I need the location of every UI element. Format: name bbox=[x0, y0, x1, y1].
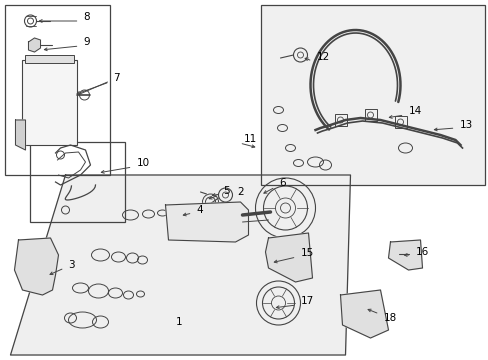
Text: 1: 1 bbox=[175, 317, 182, 327]
Bar bbox=[394, 116, 406, 128]
Text: 3: 3 bbox=[68, 260, 75, 270]
Bar bbox=[5, 5, 110, 175]
Text: 10: 10 bbox=[136, 158, 149, 168]
Text: 7: 7 bbox=[113, 73, 120, 83]
Polygon shape bbox=[10, 175, 350, 355]
Text: 14: 14 bbox=[407, 106, 421, 116]
Text: 18: 18 bbox=[383, 313, 396, 323]
Polygon shape bbox=[387, 240, 422, 270]
Text: 12: 12 bbox=[316, 52, 329, 62]
Polygon shape bbox=[265, 233, 312, 282]
Bar bbox=[364, 109, 376, 121]
Text: 8: 8 bbox=[83, 12, 90, 22]
Bar bbox=[25, 55, 74, 63]
Bar bbox=[260, 5, 484, 185]
Text: 2: 2 bbox=[237, 187, 244, 197]
Text: 15: 15 bbox=[300, 248, 313, 258]
Bar bbox=[334, 114, 346, 126]
Polygon shape bbox=[165, 202, 248, 242]
Bar bbox=[30, 142, 125, 222]
Text: 17: 17 bbox=[300, 296, 313, 306]
Text: 13: 13 bbox=[459, 120, 472, 130]
Text: 5: 5 bbox=[223, 186, 230, 196]
Text: 6: 6 bbox=[279, 178, 285, 188]
Bar bbox=[22, 60, 77, 145]
Text: 4: 4 bbox=[196, 205, 203, 215]
Polygon shape bbox=[28, 38, 41, 52]
Polygon shape bbox=[15, 238, 59, 295]
Text: 11: 11 bbox=[243, 134, 256, 144]
Polygon shape bbox=[16, 120, 25, 150]
Polygon shape bbox=[340, 290, 387, 338]
Text: 16: 16 bbox=[415, 247, 428, 257]
Text: 9: 9 bbox=[83, 37, 90, 47]
